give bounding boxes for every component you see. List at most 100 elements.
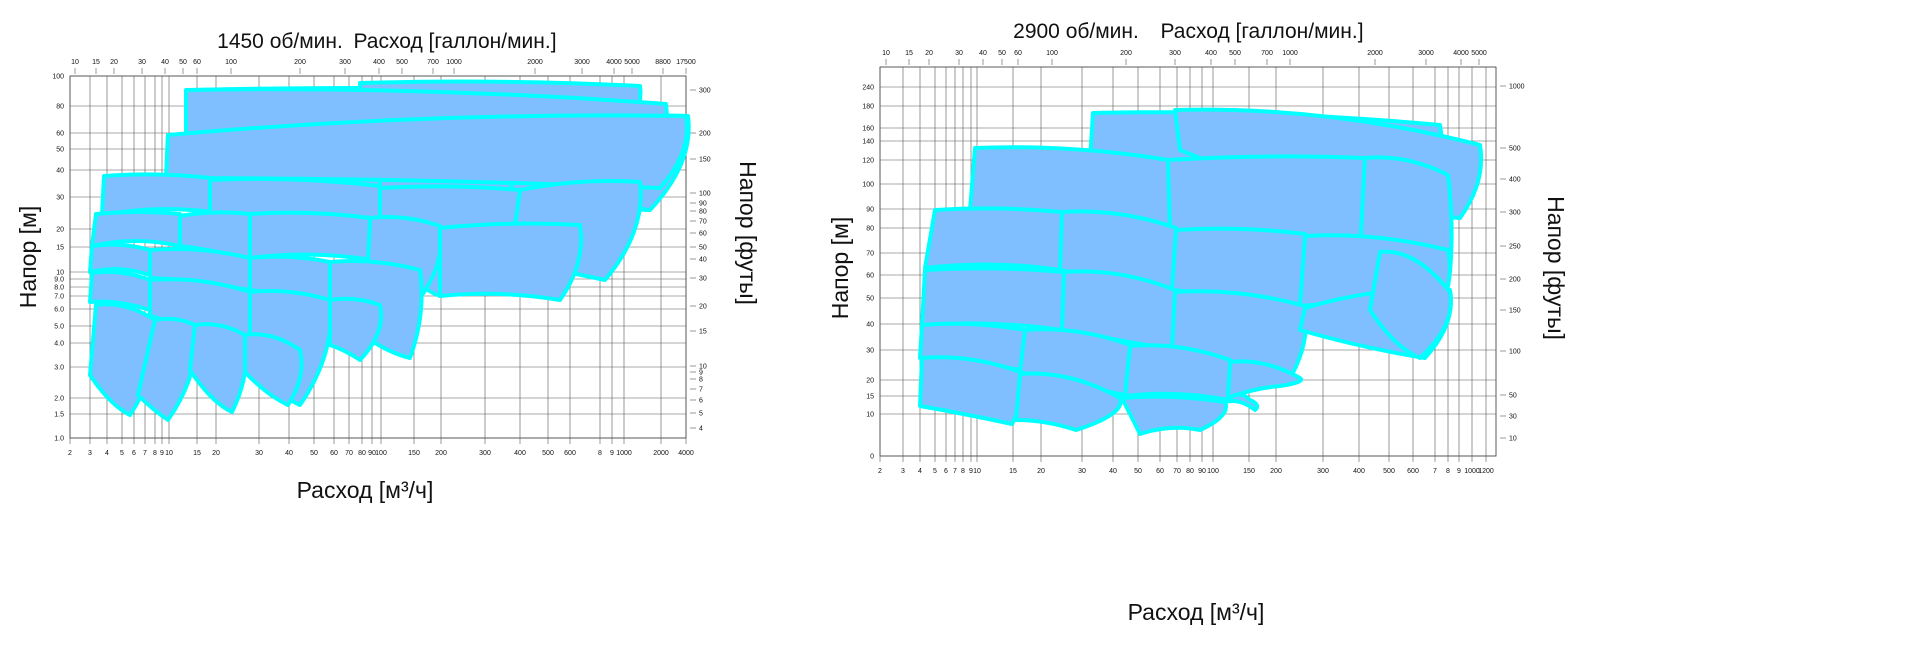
right-ytick-right-label: 30 bbox=[1509, 414, 1517, 421]
left-ytick-left-label: 15 bbox=[56, 245, 64, 252]
right-xtick-top-label: 100 bbox=[1046, 50, 1058, 57]
right-xtick-top-label: 700 bbox=[1261, 50, 1273, 57]
left-xtick-top-label: 500 bbox=[396, 59, 408, 66]
right-ytick-left-label: 80 bbox=[866, 226, 874, 233]
right-ylabel-right: Напор [футы] bbox=[1543, 196, 1569, 340]
right-operating-field bbox=[1123, 343, 1235, 402]
left-xtick-bottom-label: 7 bbox=[143, 450, 147, 457]
left-xtick-top-label: 60 bbox=[193, 59, 201, 66]
left-ytick-left-label: 8.0 bbox=[54, 285, 64, 292]
left-xtick-bottom-label: 9 bbox=[610, 450, 614, 457]
left-ytick-right-label: 10 bbox=[699, 364, 707, 371]
left-title-flow: Расход [галлон/мин.] bbox=[353, 30, 556, 53]
left-xtick-bottom-label: 30 bbox=[255, 450, 263, 457]
left-ytick-left-label: 40 bbox=[56, 168, 64, 175]
left-ytick-left-label: 1.0 bbox=[54, 436, 64, 443]
right-ytick-left-label: 0 bbox=[870, 454, 874, 461]
left-xtick-top-label: 300 bbox=[339, 59, 351, 66]
right-xtick-top-label: 1000 bbox=[1282, 50, 1298, 57]
right-ytick-right-label: 1000 bbox=[1509, 84, 1525, 91]
left-operating-field bbox=[248, 210, 376, 262]
right-ytick-left-label: 40 bbox=[866, 322, 874, 329]
left-xtick-bottom-label: 2 bbox=[68, 450, 72, 457]
right-ytick-left-label: 120 bbox=[862, 158, 874, 165]
right-xtick-top-label: 500 bbox=[1229, 50, 1241, 57]
right-xtick-bottom-label: 90 bbox=[1198, 468, 1206, 475]
left-ytick-left-label: 60 bbox=[56, 131, 64, 138]
right-xtick-top-label: 60 bbox=[1014, 50, 1022, 57]
right-ytick-right-label: 400 bbox=[1509, 177, 1521, 184]
right-xtick-bottom-label: 30 bbox=[1078, 468, 1086, 475]
right-xtick-bottom-label: 10 bbox=[973, 468, 981, 475]
left-ytick-right-label: 5 bbox=[699, 411, 703, 418]
right-ytick-left-label: 240 bbox=[862, 85, 874, 92]
left-xtick-bottom-label: 200 bbox=[435, 450, 447, 457]
left-xtick-bottom-label: 50 bbox=[310, 450, 318, 457]
left-xtick-bottom-label: 90 bbox=[368, 450, 376, 457]
left-xtick-bottom-label: 100 bbox=[375, 450, 387, 457]
right-xtick-top-label: 40 bbox=[979, 50, 987, 57]
left-ytick-right-label: 70 bbox=[699, 219, 707, 226]
right-ytick-right-label: 300 bbox=[1509, 210, 1521, 217]
left-xtick-top-label: 1000 bbox=[446, 59, 462, 66]
right-ytick-right-label: 500 bbox=[1509, 146, 1521, 153]
right-xtick-top-label: 15 bbox=[905, 50, 913, 57]
right-xtick-bottom-label: 7 bbox=[1433, 468, 1437, 475]
left-ytick-right-label: 80 bbox=[699, 209, 707, 216]
left-operating-field bbox=[438, 221, 584, 302]
left-ytick-left-label: 50 bbox=[56, 147, 64, 154]
left-xtick-bottom-label: 5 bbox=[120, 450, 124, 457]
right-ytick-left-label: 140 bbox=[862, 139, 874, 146]
left-ytick-left-label: 10 bbox=[56, 270, 64, 277]
left-xtick-top-label: 8800 bbox=[655, 59, 671, 66]
left-ytick-right-label: 7 bbox=[699, 387, 703, 394]
right-title-flow: Расход [галлон/мин.] bbox=[1160, 20, 1363, 43]
left-ytick-right-label: 6 bbox=[699, 398, 703, 405]
right-xtick-top-label: 30 bbox=[955, 50, 963, 57]
right-ytick-left-label: 20 bbox=[866, 378, 874, 385]
left-ytick-left-label: 100 bbox=[52, 74, 64, 81]
right-ytick-left-label: 70 bbox=[866, 251, 874, 258]
left-xtick-top-label: 30 bbox=[138, 59, 146, 66]
right-ytick-right-label: 250 bbox=[1509, 244, 1521, 251]
left-xtick-bottom-label: 10 bbox=[165, 450, 173, 457]
right-xtick-bottom-label: 7 bbox=[953, 468, 957, 475]
right-xtick-top-label: 2000 bbox=[1367, 50, 1383, 57]
left-ytick-left-label: 4.0 bbox=[54, 341, 64, 348]
left-xtick-top-label: 40 bbox=[161, 59, 169, 66]
left-xtick-top-label: 5000 bbox=[624, 59, 640, 66]
right-ytick-left-label: 180 bbox=[862, 104, 874, 111]
left-xtick-top-label: 15 bbox=[92, 59, 100, 66]
right-xtick-top-label: 10 bbox=[882, 50, 890, 57]
left-ytick-right-label: 100 bbox=[699, 191, 711, 198]
right-operating-field bbox=[1223, 392, 1260, 412]
left-xtick-bottom-label: 1000 bbox=[616, 450, 632, 457]
left-operating-field bbox=[100, 172, 216, 217]
right-operating-field bbox=[1014, 371, 1123, 432]
left-ytick-right-label: 15 bbox=[699, 329, 707, 336]
left-xtick-top-label: 17500 bbox=[676, 59, 696, 66]
left-xtick-bottom-label: 20 bbox=[212, 450, 220, 457]
left-xtick-top-label: 2000 bbox=[527, 59, 543, 66]
left-xtick-top-label: 200 bbox=[294, 59, 306, 66]
left-xtick-bottom-label: 500 bbox=[542, 450, 554, 457]
left-ytick-right-label: 90 bbox=[699, 201, 707, 208]
right-ytick-right-label: 150 bbox=[1509, 308, 1521, 315]
left-xtick-bottom-label: 300 bbox=[479, 450, 491, 457]
right-xtick-top-label: 20 bbox=[925, 50, 933, 57]
left-ytick-right-label: 20 bbox=[699, 304, 707, 311]
left-xtick-bottom-label: 600 bbox=[564, 450, 576, 457]
right-xtick-bottom-label: 60 bbox=[1156, 468, 1164, 475]
right-xtick-bottom-label: 500 bbox=[1383, 468, 1395, 475]
right-ytick-left-label: 15 bbox=[866, 394, 874, 401]
right-xtick-top-label: 4000 bbox=[1453, 50, 1469, 57]
right-xtick-bottom-label: 5 bbox=[933, 468, 937, 475]
right-ytick-right-label: 10 bbox=[1509, 436, 1517, 443]
right-ytick-left-label: 300 bbox=[862, 0, 874, 2]
right-xtick-top-label: 3000 bbox=[1418, 50, 1434, 57]
left-operating-field bbox=[90, 210, 185, 248]
right-xtick-bottom-label: 200 bbox=[1270, 468, 1282, 475]
right-xtick-bottom-label: 20 bbox=[1037, 468, 1045, 475]
left-ytick-right-label: 30 bbox=[699, 276, 707, 283]
